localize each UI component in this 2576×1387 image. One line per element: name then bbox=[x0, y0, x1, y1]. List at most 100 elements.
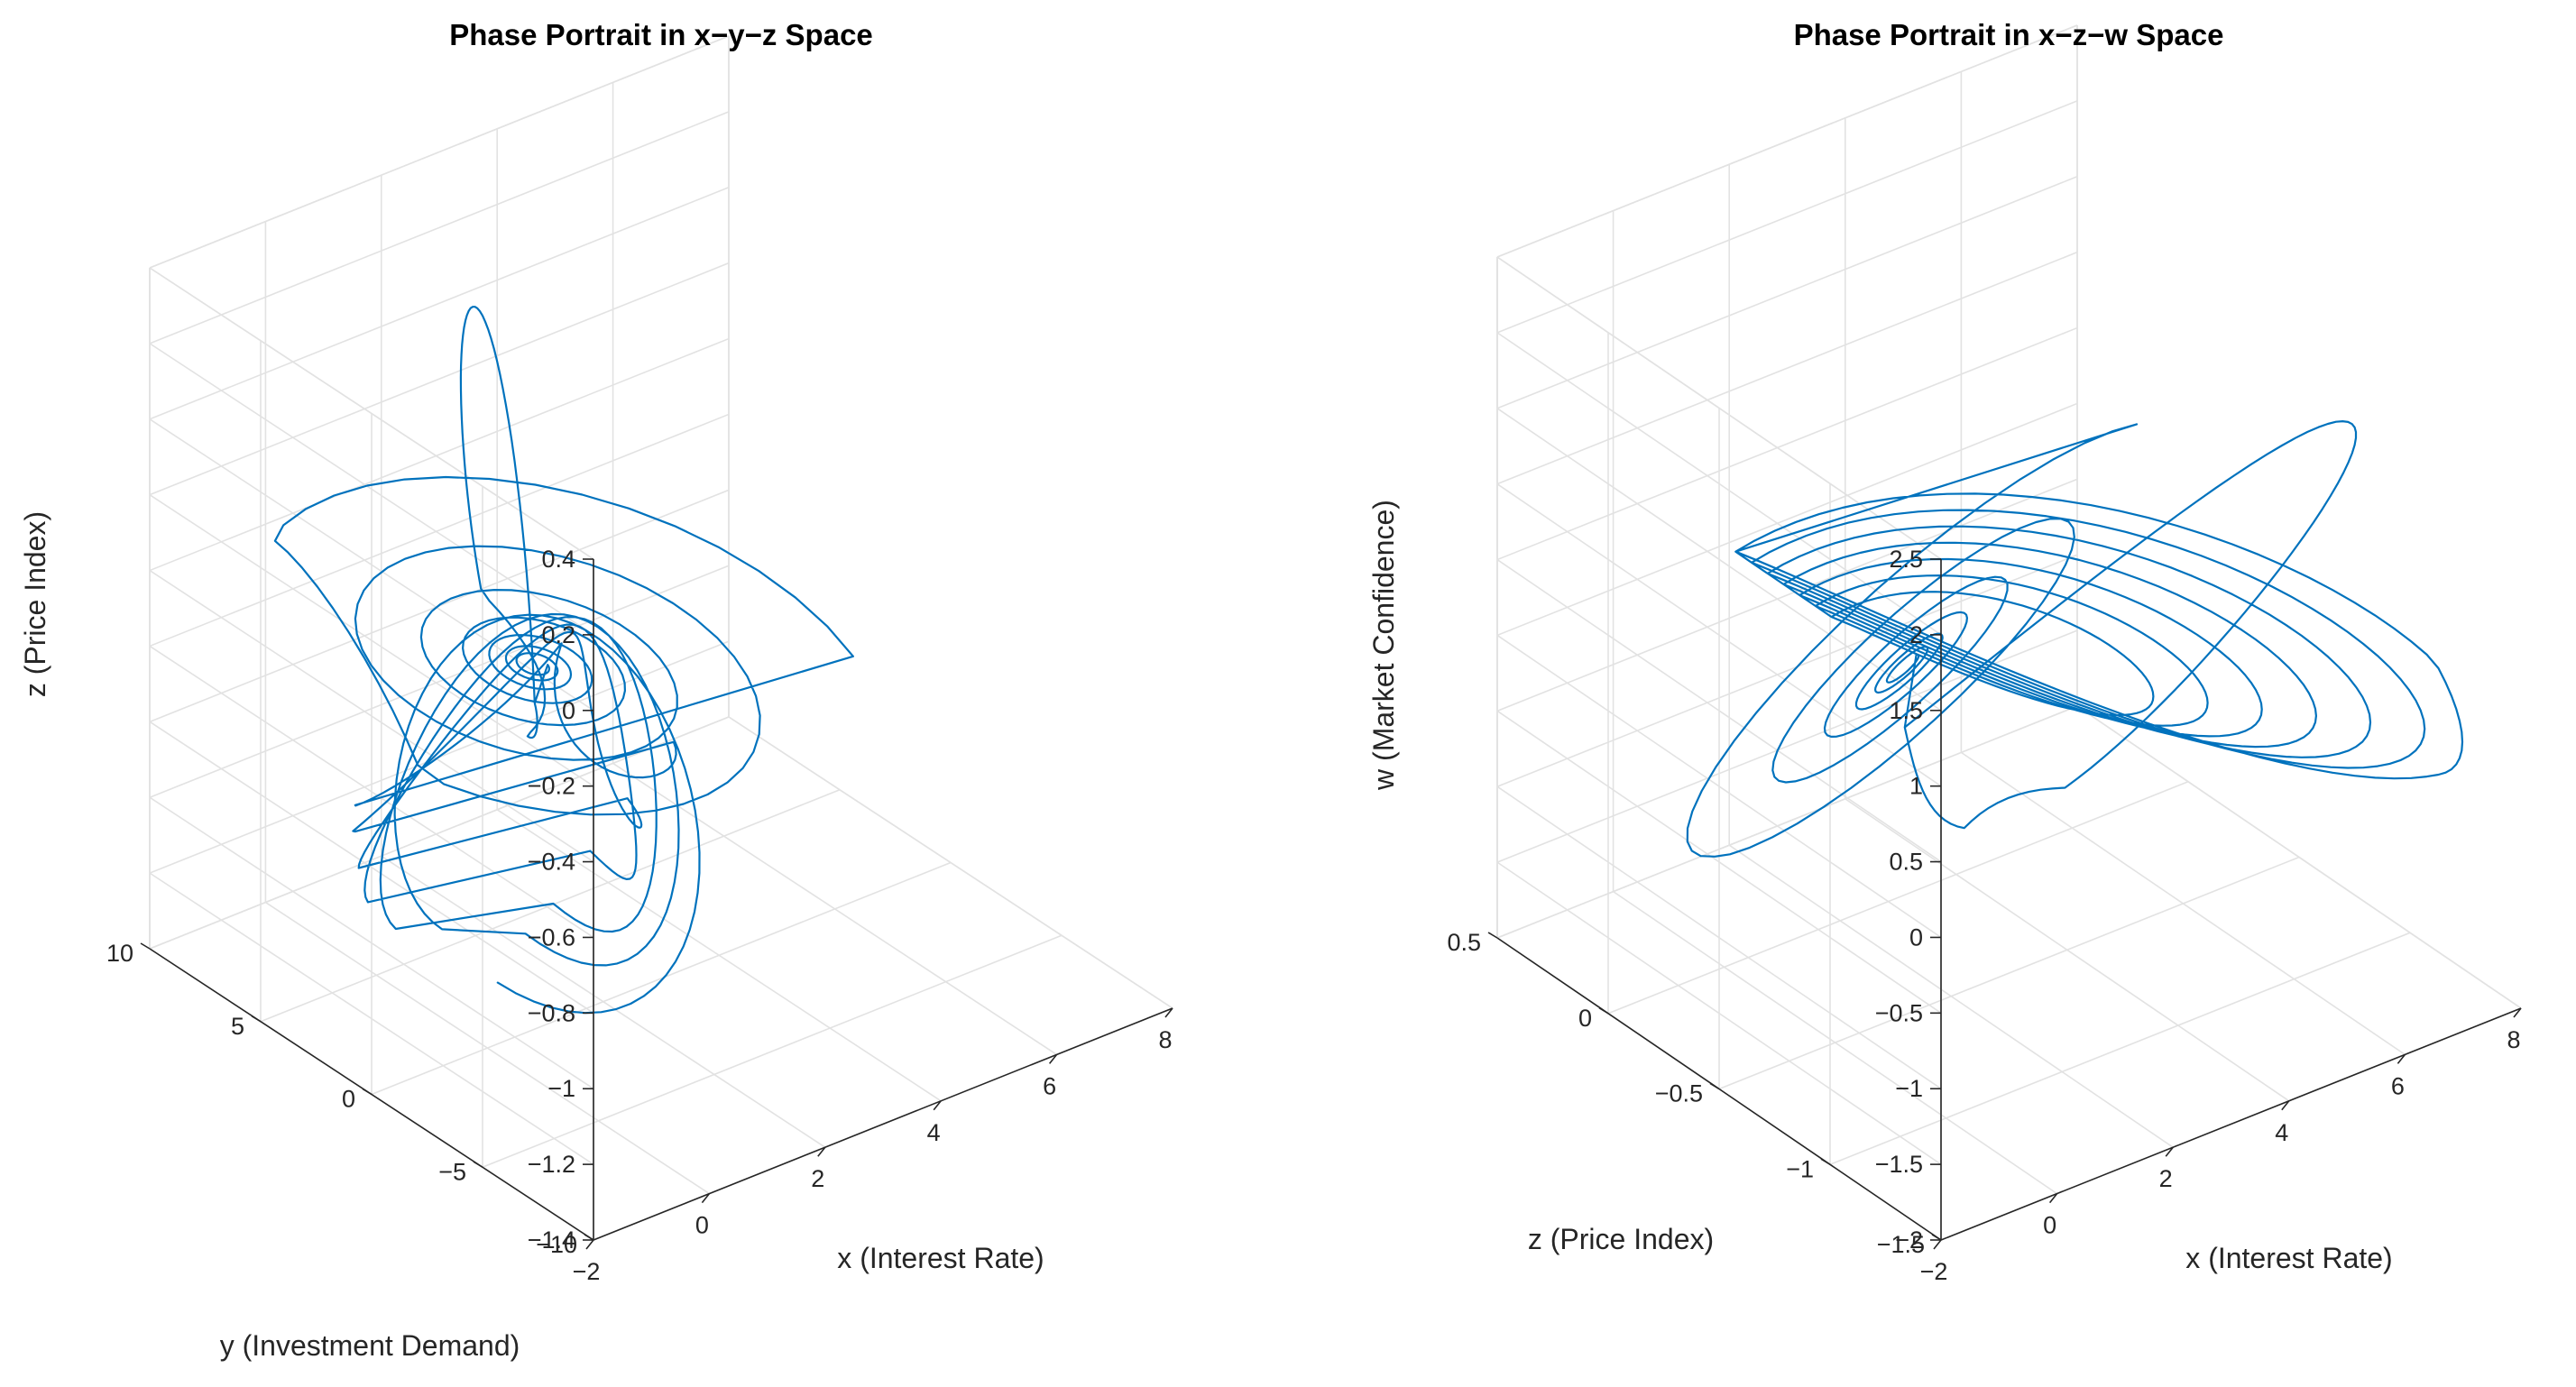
z-tick-label: −0.4 bbox=[528, 849, 575, 876]
y-tick-mark bbox=[1709, 1082, 1720, 1090]
z-tick-label: 1 bbox=[1909, 773, 1923, 800]
grid-line bbox=[371, 861, 952, 1096]
z-tick-label: 0.2 bbox=[541, 621, 575, 648]
z-tick-label: 0 bbox=[562, 697, 575, 724]
grid-line bbox=[149, 796, 594, 1089]
grid-line bbox=[1496, 402, 2078, 637]
zlabel-xzw: w (Market Confidence) bbox=[1367, 500, 1400, 791]
y-tick-mark bbox=[1820, 1158, 1831, 1165]
z-tick-label: −1 bbox=[1895, 1075, 1923, 1102]
z-tick-label: 2 bbox=[1909, 621, 1923, 648]
y-tick-mark bbox=[584, 1234, 594, 1241]
y-tick-label: 10 bbox=[106, 940, 133, 967]
grid-line bbox=[1496, 256, 1942, 560]
grid-line bbox=[149, 111, 730, 344]
x-tick-label: 2 bbox=[2159, 1165, 2173, 1192]
z-tick-label: −1.4 bbox=[528, 1226, 575, 1254]
trajectory-xzw bbox=[1686, 420, 2464, 858]
y-tick-label: 0.5 bbox=[1447, 929, 1481, 956]
grid-line bbox=[1496, 558, 1942, 863]
z-tick-label: −0.5 bbox=[1875, 999, 1923, 1026]
grid-line bbox=[1496, 705, 2078, 939]
x-tick-mark bbox=[2397, 1053, 2406, 1064]
y-tick-mark bbox=[1931, 1234, 1942, 1241]
x-tick-label: 8 bbox=[2507, 1026, 2520, 1053]
grid-line bbox=[1496, 176, 2078, 409]
x-tick-label: 6 bbox=[2391, 1072, 2405, 1099]
chart-title-xyz: Phase Portrait in x−y−z Space bbox=[449, 18, 873, 51]
x-tick-mark bbox=[817, 1146, 826, 1157]
grid-line bbox=[1496, 483, 1942, 787]
xlabel-xzw: x (Interest Rate) bbox=[2185, 1242, 2392, 1274]
x-tick-mark bbox=[701, 1193, 711, 1204]
y-tick-label: 0 bbox=[1578, 1005, 1592, 1032]
grid-line bbox=[1496, 478, 2078, 712]
grid-line bbox=[728, 716, 1173, 1009]
x-tick-label: 2 bbox=[811, 1165, 824, 1192]
z-tick-label: 0.4 bbox=[541, 546, 575, 573]
y-tick-label: −5 bbox=[438, 1158, 466, 1185]
x-tick-mark bbox=[585, 1239, 594, 1250]
y-tick-label: −10 bbox=[536, 1231, 577, 1258]
grid-line bbox=[1607, 781, 2189, 1015]
grid-line bbox=[260, 789, 841, 1023]
grid-line bbox=[1496, 710, 1942, 1014]
z-tick-label: −1.2 bbox=[528, 1151, 575, 1178]
x-tick-mark bbox=[2513, 1007, 2522, 1018]
grid-line bbox=[149, 716, 730, 950]
y-tick-label: −1.5 bbox=[1877, 1231, 1925, 1258]
plot-xzw: −202468−1.5−1−0.500.5−2−1.5−1−0.500.511.… bbox=[1367, 18, 2522, 1285]
x-tick-label: 6 bbox=[1043, 1072, 1056, 1099]
grid-line bbox=[149, 565, 730, 798]
grid-line bbox=[149, 267, 594, 560]
x-tick-label: 4 bbox=[927, 1119, 941, 1146]
ylabel-xzw: z (Price Index) bbox=[1528, 1223, 1714, 1255]
grid-line bbox=[1496, 100, 2078, 334]
y-tick-mark bbox=[251, 1015, 262, 1023]
grid-line bbox=[149, 413, 730, 648]
grid-line bbox=[149, 493, 594, 787]
y-tick-mark bbox=[1487, 932, 1498, 939]
z-tick-label: −1.5 bbox=[1875, 1151, 1923, 1178]
z-tick-label: −0.8 bbox=[528, 999, 575, 1026]
y-tick-label: −1 bbox=[1786, 1155, 1814, 1182]
x-axis-line bbox=[1940, 1007, 2522, 1241]
y-tick-label: 0 bbox=[342, 1086, 355, 1113]
z-tick-label: −1 bbox=[547, 1075, 575, 1102]
y-tick-label: −0.5 bbox=[1655, 1080, 1703, 1107]
x-tick-label: 4 bbox=[2275, 1119, 2288, 1146]
x-tick-mark bbox=[1048, 1053, 1058, 1064]
grid-line bbox=[1496, 24, 2078, 258]
x-tick-mark bbox=[933, 1100, 942, 1111]
zlabel-xyz: z (Price Index) bbox=[19, 511, 51, 697]
chart-title-xzw: Phase Portrait in x−z−w Space bbox=[1794, 18, 2224, 51]
x-tick-mark bbox=[2281, 1100, 2290, 1111]
trajectory-xyz bbox=[273, 306, 854, 1015]
y-tick-mark bbox=[473, 1161, 483, 1168]
grid-line bbox=[149, 721, 594, 1015]
grid-line bbox=[149, 418, 594, 712]
y-tick-mark bbox=[362, 1088, 373, 1096]
x-tick-label: −2 bbox=[1920, 1258, 1948, 1285]
z-tick-label: 0.5 bbox=[1889, 849, 1923, 876]
z-tick-label: 1.5 bbox=[1889, 697, 1923, 724]
z-tick-label: −0.6 bbox=[528, 923, 575, 951]
x-tick-mark bbox=[1164, 1007, 1173, 1018]
y-tick-mark bbox=[1598, 1007, 1609, 1015]
grid-line bbox=[1496, 785, 1942, 1089]
x-tick-mark bbox=[2165, 1146, 2174, 1157]
grid-line bbox=[1718, 856, 2300, 1090]
grid-line bbox=[2076, 705, 2522, 1009]
x-tick-label: 8 bbox=[1158, 1026, 1172, 1053]
x-tick-mark bbox=[1933, 1239, 1942, 1250]
grid-line bbox=[1496, 251, 2078, 485]
grid-line bbox=[1496, 554, 2078, 787]
x-tick-label: 0 bbox=[695, 1212, 709, 1239]
grid-line bbox=[1496, 634, 1942, 939]
grid-line bbox=[149, 343, 594, 636]
plot-xyz: −2 0 2 4 6 8 −10 −5 0 5 10 −1.4 −1.2 −1 −0.8 −0.6 −0.4 −0… bbox=[19, 18, 1173, 1362]
ylabel-xyz: y (Investment Demand) bbox=[220, 1329, 520, 1362]
grid-line bbox=[149, 262, 730, 496]
